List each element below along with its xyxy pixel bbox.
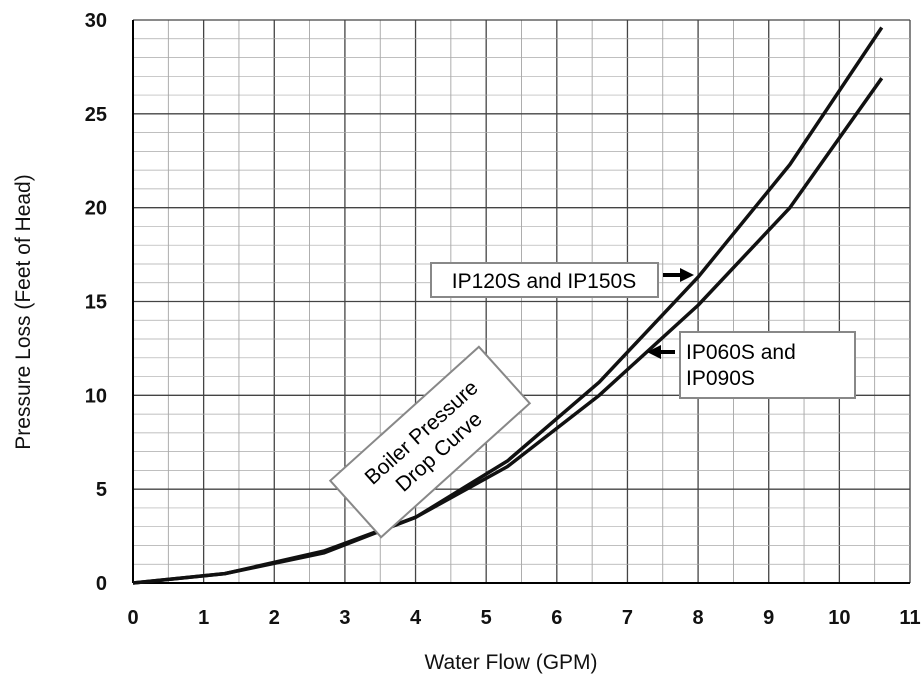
- arrow-right-icon: [680, 268, 694, 282]
- y-tick-label: 0: [96, 573, 107, 595]
- annotation-ip120s-ip150s: IP120S and IP150S: [430, 262, 694, 298]
- annotation-ip060s-ip090s: IP060S and IP090S: [647, 331, 856, 399]
- annotation-text-line2: IP090S: [686, 367, 755, 390]
- x-tick-label: 9: [763, 607, 774, 629]
- x-tick-label: 5: [481, 607, 492, 629]
- x-tick-label: 4: [410, 607, 422, 629]
- y-tick-label: 15: [85, 292, 107, 314]
- y-tick-label: 5: [96, 479, 107, 501]
- x-tick-label: 10: [828, 607, 850, 629]
- y-tick-label: 30: [85, 10, 107, 32]
- x-axis-title: Water Flow (GPM): [424, 651, 597, 674]
- x-tick-label: 3: [339, 607, 350, 629]
- chart-grid: [132, 19, 911, 584]
- y-tick-label: 20: [85, 198, 107, 220]
- annotation-text-line1: IP060S and: [686, 341, 796, 364]
- series-lines: [132, 26, 884, 585]
- x-tick-label: 2: [269, 607, 280, 629]
- annotation-box: [328, 345, 532, 539]
- y-tick-label: 25: [85, 104, 107, 126]
- series-line: [132, 26, 884, 585]
- x-tick-label: 6: [551, 607, 562, 629]
- x-tick-label: 1: [198, 607, 209, 629]
- x-tick-label: 7: [622, 607, 633, 629]
- y-tick-labels: 0 5 10 15 20 25 30: [85, 10, 107, 595]
- annotation-box: [679, 331, 856, 399]
- series-line: [132, 77, 884, 585]
- arrow-left-icon: [647, 345, 661, 359]
- annotation-text: IP120S and IP150S: [452, 270, 636, 293]
- y-tick-label: 10: [85, 385, 107, 407]
- annotation-box: [430, 262, 659, 298]
- x-tick-labels: 0 1 2 3 4 5 6 7 8 9 10 11: [127, 607, 920, 629]
- x-tick-label: 11: [899, 607, 920, 629]
- y-axis-title: Pressure Loss (Feet of Head): [12, 174, 35, 449]
- x-tick-label: 8: [693, 607, 704, 629]
- x-tick-label: 0: [127, 607, 138, 629]
